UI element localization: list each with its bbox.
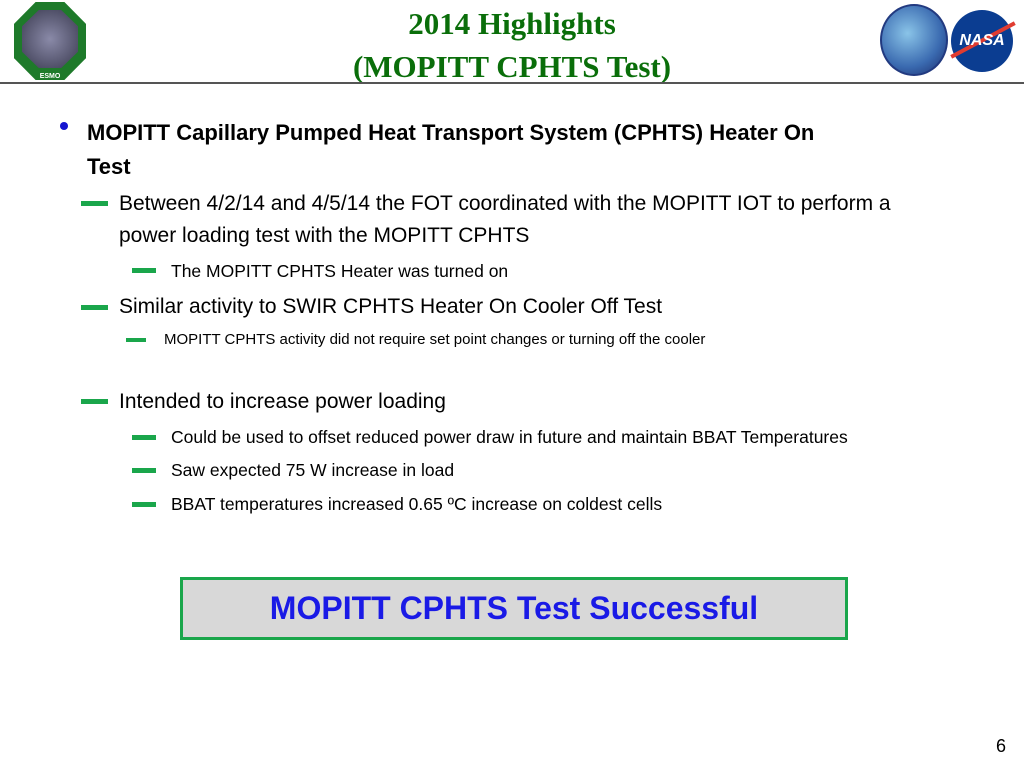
sub-bullet-cont: power loading test with the MOPITT CPHTS [119, 224, 530, 247]
nasa-logo: NASA [951, 10, 1013, 72]
main-bullet: MOPITT Capillary Pumped Heat Transport S… [87, 120, 815, 145]
header-divider [0, 82, 1024, 84]
dash-icon [132, 502, 156, 507]
dash-icon [132, 268, 156, 273]
sub-bullet: Between 4/2/14 and 4/5/14 the FOT coordi… [119, 192, 891, 215]
eos-logo [880, 4, 948, 76]
main-bullet-cont: Test [87, 154, 131, 179]
success-callout: MOPITT CPHTS Test Successful [180, 577, 848, 640]
dash-icon [81, 305, 108, 310]
sub-bullet: Intended to increase power loading [119, 390, 446, 413]
sub-sub-bullet: MOPITT CPHTS activity did not require se… [164, 331, 706, 348]
page-number: 6 [995, 736, 1006, 756]
sub-sub-bullet: Saw expected 75 W increase in load [171, 460, 455, 480]
dash-icon [132, 468, 156, 473]
bullet-icon [60, 122, 68, 130]
slide-title: 2014 Highlights [408, 6, 616, 41]
sub-sub-bullet: The MOPITT CPHTS Heater was turned on [171, 261, 509, 281]
dash-icon [81, 201, 108, 206]
slide-subtitle: (MOPITT CPHTS Test) [352, 49, 672, 84]
esmo-logo: ESMO [14, 2, 86, 80]
dash-icon [81, 399, 108, 404]
sub-sub-bullet: Could be used to offset reduced power dr… [171, 427, 848, 447]
sub-sub-bullet: BBAT temperatures increased 0.65 ºC incr… [171, 494, 663, 514]
dash-icon [126, 338, 146, 342]
sub-bullet: Similar activity to SWIR CPHTS Heater On… [119, 295, 663, 318]
dash-icon [132, 435, 156, 440]
